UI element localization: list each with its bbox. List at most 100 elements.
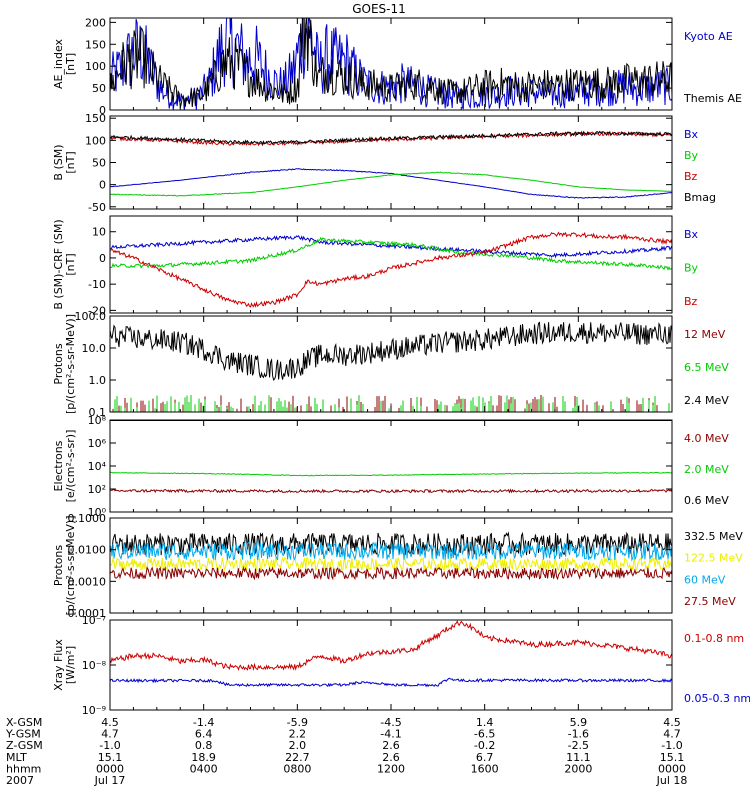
- series-bmag: [110, 130, 672, 146]
- x-column-value: 0.8: [195, 739, 213, 752]
- plot-title: GOES-11: [352, 2, 406, 16]
- series-60-mev: [110, 540, 672, 562]
- panel-6: 0.0001 0.0010 0.0100 0.1000 Protons [p/(cm²-s…: [52, 512, 743, 620]
- y-tick-label: 10.0: [82, 342, 107, 355]
- x-column-value: 6.4: [195, 728, 213, 741]
- panel-frame: [109, 419, 673, 513]
- y-axis-label: B (SM): [52, 144, 65, 180]
- y-tick-label: 0: [99, 179, 106, 192]
- x-column-value: Jul 17: [94, 774, 126, 787]
- legend-entry: 0.6 MeV: [684, 494, 729, 507]
- y-axis-label: [W/m²]: [64, 646, 77, 684]
- x-row-label: MLT: [6, 751, 27, 764]
- legend-entry: 332.5 MeV: [684, 530, 743, 543]
- series-by: [110, 236, 672, 271]
- x-column-value: -1.6: [568, 728, 589, 741]
- series-4-0-mev: [110, 488, 672, 494]
- x-column-value: 4.7: [663, 728, 681, 741]
- y-tick-label: 150: [85, 38, 106, 51]
- y-tick-label: 50: [92, 157, 106, 170]
- y-axis-label: [nT]: [64, 151, 77, 173]
- series-group: [110, 231, 672, 308]
- series-bz: [110, 231, 672, 308]
- y-tick-label: 10⁰: [88, 506, 107, 519]
- legend-entry: 6.5 MeV: [684, 361, 729, 374]
- series-group: [110, 130, 672, 199]
- x-axis-label-table: X-GSMY-GSMZ-GSMMLThhmm20074.54.7-1.015.1…: [5, 716, 687, 787]
- panel-frame: [109, 619, 673, 711]
- y-tick-label: 100: [85, 134, 106, 147]
- y-tick-label: 10⁸: [88, 414, 107, 427]
- y-tick-label: 10⁴: [88, 460, 107, 473]
- y-axis-label: [nT]: [64, 253, 77, 275]
- y-tick-label: 100.0: [75, 310, 107, 323]
- legend-entry: Themis AE: [683, 92, 742, 105]
- series-0-05-0-3-nm: [110, 677, 672, 688]
- legend-entry: 4.0 MeV: [684, 432, 729, 445]
- legend-entry: 12 MeV: [684, 328, 726, 341]
- x-column-value: 15.1: [98, 751, 123, 764]
- x-column-value: 15.1: [660, 751, 685, 764]
- x-column-value: -6.5: [474, 728, 495, 741]
- y-axis-label: [e/(cm²-s-sr)]: [64, 430, 77, 503]
- legend-entry: 2.4 MeV: [684, 394, 729, 407]
- y-tick-label: 100: [85, 60, 106, 73]
- y-axis-label: B (SM)-CRF (SM): [52, 219, 65, 309]
- y-tick-label: 0: [99, 104, 106, 117]
- x-row-label: hhmm: [6, 762, 41, 775]
- x-column-value: -1.4: [193, 716, 214, 729]
- legend-entry: 0.1-0.8 nm: [684, 632, 744, 645]
- y-tick-label: -10: [88, 278, 106, 291]
- panel-7: 10⁻⁹ 10⁻⁸ 10⁻⁷ Xray Flux [W/m²] 0.1-0.8 nm 0.0…: [52, 614, 750, 717]
- legend-entry: Bx: [684, 128, 699, 141]
- legend-entry: Bx: [684, 228, 699, 241]
- series-2-0-mev: [110, 471, 672, 477]
- series-bx: [110, 168, 672, 199]
- y-tick-label: 10⁶: [88, 437, 107, 450]
- legend-entry: 60 MeV: [684, 573, 726, 586]
- series-by: [110, 171, 672, 197]
- series-122-5-mev: [110, 555, 672, 573]
- series-27-5-mev: [110, 565, 672, 581]
- y-tick-label: 10: [92, 226, 106, 239]
- y-tick-label: 10⁻⁹: [82, 704, 106, 717]
- legend-entry: By: [684, 149, 699, 162]
- x-column-value: 4.7: [101, 728, 119, 741]
- x-column-value: 0400: [190, 762, 218, 775]
- x-column-value: 1600: [471, 762, 499, 775]
- y-axis-label: Protons: [52, 545, 65, 586]
- series-group: [110, 620, 672, 688]
- y-tick-label: 50: [92, 82, 106, 95]
- panel-4: 0.1 1.0 10.0 100.0 Protons [p/(cm²-s-sr-MeV)]…: [52, 310, 729, 419]
- legend-entry: Bmag: [684, 191, 716, 204]
- legend-entry: 27.5 MeV: [684, 595, 736, 608]
- series-bx: [110, 235, 672, 259]
- series-group: [110, 18, 672, 110]
- x-column-value: 11.1: [566, 751, 591, 764]
- series-kyoto-ae: [110, 18, 672, 110]
- legend-entry: By: [684, 262, 699, 275]
- x-column-value: 18.9: [191, 751, 216, 764]
- y-axis-label: [p/(cm²-s-sr-MeV)]: [64, 314, 77, 414]
- x-column-value: -2.5: [568, 739, 589, 752]
- x-column-value: 2.6: [382, 739, 400, 752]
- y-tick-label: 0.1: [89, 406, 107, 419]
- legend-entry: Bz: [684, 170, 698, 183]
- y-axis-label: [nT]: [64, 53, 77, 75]
- series-group: [110, 321, 672, 412]
- panel-frame: [109, 315, 673, 413]
- x-column-value: 2.0: [289, 739, 307, 752]
- y-tick-label: 10⁻⁷: [82, 614, 106, 627]
- y-tick-label: 0: [99, 252, 106, 265]
- x-column-value: 0000: [96, 762, 124, 775]
- panel-3: -20 -10 0 10 B (SM)-CRF (SM) [nT] Bx By Bz: [52, 215, 699, 317]
- y-tick-label: -20: [88, 304, 106, 317]
- series-group: [110, 420, 672, 494]
- x-column-value: -4.1: [380, 728, 401, 741]
- y-axis-label: [p/(cm²-s-sr-MeV)]: [64, 516, 77, 616]
- y-tick-label: 10²: [88, 483, 106, 496]
- y-tick-label: 0.1000: [68, 512, 107, 525]
- panel-1: 0 50 100 150 200 AE_index [nT] Kyoto AE Themis A…: [52, 16, 742, 117]
